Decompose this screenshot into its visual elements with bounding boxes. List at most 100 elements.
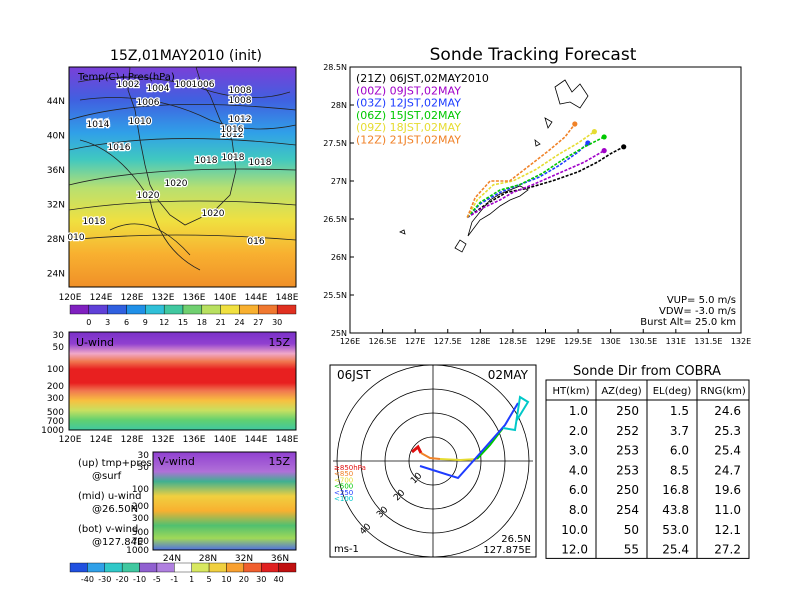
isobar-label: 1008 [229,86,252,96]
track-x-tick: 130.5E [629,337,657,346]
polar-plot: 06JST 02MAY ms-1 26.5N 127.875E 10203040… [329,364,537,558]
track-x-tick: 128.5E [499,337,527,346]
table-cell: 11.0 [714,503,741,517]
temp-colorbar-label: 3 [105,318,110,327]
track-y-tick: 25N [331,329,347,338]
temp-colorbar-label: 6 [124,318,129,327]
wind-colorbar-swatch [174,562,192,573]
wind-colorbar-swatch [121,562,140,573]
note-head: (mid) u-wind [78,491,141,502]
wind-colorbar-swatch [243,562,262,573]
temp-colorbar-label: 21 [216,318,226,327]
polar-legend-entry: <700 [334,476,353,484]
isobar-label: 1016 [221,125,244,135]
polar-legend-entry: <100 [334,495,353,503]
temp-colorbar: 0 3 6 9 12 15 18 21 24 27 30 [69,304,297,327]
uwind-p-tick: 30 [53,331,65,341]
isobar-label: 1008 [229,96,252,106]
table-cell: 10.0 [561,523,588,537]
table-header-cell: RNG(km) [700,386,746,397]
temp-colorbar-swatch [107,304,127,315]
track-x-tick: 129.5E [564,337,592,346]
track-legend-entry: (12Z) 21JST,02MAY [356,134,461,147]
note-sub: @26.50N [92,504,138,515]
uwind-label: U-wind [76,336,114,349]
vwind-p-tick: 200 [132,502,149,512]
temp-colorbar-swatch [182,304,203,315]
track-end-point [591,129,597,135]
isobar-label: 1018 [222,153,245,163]
polar-lat: 26.5N [501,534,531,545]
track-x-ticks: 126E 126.5E 127E 127.5E 128E 128.5E 129E 129.5E… [340,329,751,346]
panel-notes: (up) tmp+pres @surf (mid) u-wind @26.50N (bo… [78,458,152,548]
map-lon-tick: 120E [59,293,82,303]
polar-legend-entry: ≥850hPa [334,464,366,472]
vwind-lat-tick: 28N [199,554,217,564]
table-cell: 6.0 [670,444,689,458]
temp-colorbar-label: 18 [197,318,207,327]
tracking-title: Sonde Tracking Forecast [430,45,637,65]
table-cell: 8.0 [569,503,588,517]
wind-colorbar-swatch [226,562,245,573]
map-lon-tick: 124E [90,293,113,303]
uwind-p-tick: 1000 [41,426,64,436]
isobar-label: 1020 [202,209,225,219]
isobar-label: 1020 [165,179,188,189]
temp-colorbar-label: 9 [143,318,148,327]
table-cell: 250 [616,404,639,418]
track-y-tick: 27N [331,177,347,186]
hodo-seg-below850 [420,452,441,460]
uwind-lon-tick: 148E [276,435,299,445]
note-head: (bot) v-wind [78,524,138,535]
table-cell: 43.8 [662,503,689,517]
polar-date: 02MAY [488,368,529,382]
map-lat-tick: 40N [47,132,65,142]
isobar-label: 1006 [192,80,215,90]
polar-legend-entry: <500 [334,483,353,491]
map-lon-tick: 132E [152,293,175,303]
map-lat-tick: 44N [47,97,65,107]
polar-lon: 127.875E [483,545,531,556]
note-sub: @127.84E [92,537,143,548]
vwind-lat-ticks: 24N 28N 32N 36N [163,554,289,564]
temp-colorbar-label: 30 [272,318,282,327]
table-cell: 24.6 [714,404,741,418]
track-annotation: VUP= 5.0 m/s [667,295,736,306]
table-cell: 25.3 [714,424,741,438]
isobar-label: 1018 [249,158,272,168]
uwind-p-tick: 200 [47,382,64,392]
wind-colorbar-swatch [208,562,227,573]
wind-colorbar-swatch [87,562,105,573]
isobar-label: 1014 [87,120,110,130]
temp-colorbar-swatch [69,304,90,315]
table-header-cell: AZ(deg) [601,386,641,397]
uwind-lon-ticks: 120E 124E 128E 132E 136E 140E 144E 148E [59,435,299,445]
map-label: Temp(C)+Pres(hPa) [77,72,175,83]
wind-colorbar-swatch [191,562,210,573]
isobar-label: 1010 [87,119,110,129]
init-title: 15Z,01MAY2010 (init) [110,48,262,64]
temp-colorbar-label: 24 [234,318,244,327]
uwind-lon-tick: 144E [245,435,268,445]
isobar-label: 1020 [137,191,160,201]
track-x-tick: 129E [535,337,555,346]
table-cell: 1.0 [569,404,588,418]
table-cell: 53.0 [662,523,689,537]
hodo-seg-below250 [419,402,519,480]
track-y-tick: 26N [331,253,347,262]
uwind-lon-tick: 120E [59,435,82,445]
wind-colorbar-swatch [278,562,297,573]
track-x-tick: 126.5E [369,337,397,346]
track-legend: (21Z) 06JST,02MAY2010(00Z) 09JST,02MAY(0… [356,72,489,147]
uwind-time: 15Z [268,336,290,349]
track-series-line [466,146,625,219]
track-series-line [466,142,589,219]
track-legend-entry: (03Z) 12JST,02MAY [356,97,461,110]
polar-unit: ms-1 [334,544,359,555]
